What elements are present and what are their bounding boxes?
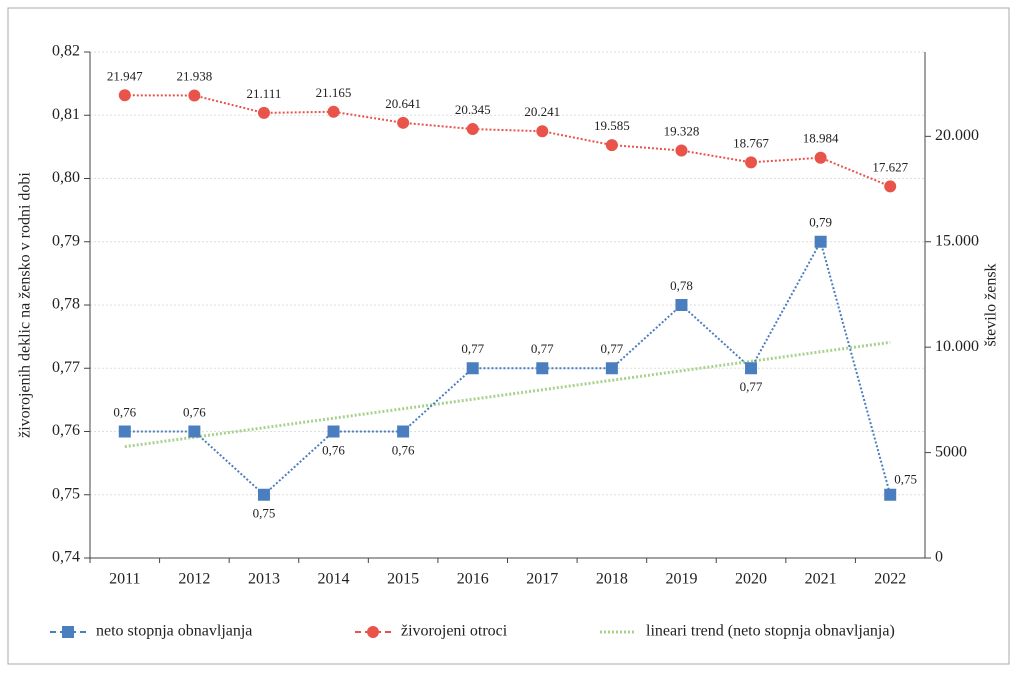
data-label: 19.585	[594, 118, 630, 133]
x-tick-label: 2019	[665, 571, 697, 588]
series-line	[124, 94, 891, 188]
marker	[814, 151, 827, 164]
y-tick-label: 0,82	[52, 43, 80, 60]
marker	[118, 425, 131, 438]
data-label: 0,79	[809, 215, 832, 230]
data-label: 21.938	[177, 68, 213, 83]
marker	[884, 488, 897, 501]
marker	[397, 425, 410, 438]
legend-label: živorojeni otroci	[401, 623, 508, 640]
marker	[745, 156, 758, 169]
data-label: 21.947	[107, 68, 143, 83]
marker	[188, 89, 201, 102]
data-label: 0,75	[253, 506, 276, 521]
data-label: 19.328	[664, 123, 700, 138]
x-tick-label: 2020	[735, 571, 767, 588]
y2-axis-label: število žensk	[983, 263, 1000, 346]
data-label: 21.165	[316, 85, 352, 100]
y-tick-label: 0,75	[52, 485, 80, 502]
x-tick-label: 2013	[248, 571, 280, 588]
marker	[257, 488, 270, 501]
marker	[327, 425, 340, 438]
marker	[884, 180, 897, 193]
y-tick-label: 0,78	[52, 296, 80, 313]
marker	[327, 105, 340, 118]
x-tick-label: 2021	[805, 571, 837, 588]
data-label: 20.641	[385, 96, 421, 111]
data-label: 0,77	[740, 379, 763, 394]
data-label: 20.241	[524, 104, 560, 119]
data-label: 21.111	[247, 86, 282, 101]
marker	[814, 235, 827, 248]
frame	[7, 7, 1010, 665]
legend-marker	[367, 626, 379, 638]
data-label: 0,75	[894, 472, 917, 487]
data-label: 0,76	[392, 442, 415, 457]
data-label: 20.345	[455, 102, 491, 117]
data-label: 0,78	[670, 278, 693, 293]
marker	[605, 362, 618, 375]
y-tick-label: 0,80	[52, 169, 80, 186]
legend-marker	[62, 626, 74, 638]
y-tick-label: 0,76	[52, 422, 80, 439]
y2-tick-label: 5000	[935, 443, 967, 460]
y2-tick-label: 10.000	[935, 338, 979, 355]
x-tick-label: 2017	[526, 571, 558, 588]
marker	[675, 299, 688, 311]
data-label: 0,77	[461, 341, 484, 356]
x-tick-label: 2015	[387, 571, 419, 588]
y-tick-label: 0,79	[52, 232, 80, 249]
trend-line	[124, 340, 891, 449]
data-label: 18.767	[733, 135, 769, 150]
y-tick-label: 0,81	[52, 106, 80, 123]
y2-tick-label: 15.000	[935, 232, 979, 249]
marker	[745, 362, 758, 375]
legend-label: neto stopnja obnavljanja	[96, 623, 252, 640]
data-label: 17.627	[872, 159, 908, 174]
x-tick-label: 2018	[596, 571, 628, 588]
x-tick-label: 2022	[874, 571, 906, 588]
y2-tick-label: 20.000	[935, 127, 979, 144]
x-tick-label: 2014	[318, 571, 350, 588]
data-label: 0,76	[322, 442, 345, 457]
marker	[397, 116, 410, 129]
series-line	[124, 239, 892, 497]
data-label: 18.984	[803, 131, 839, 146]
x-tick-label: 2012	[178, 571, 210, 588]
y-tick-label: 0,74	[52, 549, 80, 566]
data-label: 0,77	[531, 341, 554, 356]
data-label: 0,77	[601, 341, 624, 356]
x-tick-label: 2016	[457, 571, 489, 588]
data-label: 0,76	[183, 404, 206, 419]
marker	[536, 125, 549, 138]
marker	[675, 144, 688, 157]
y-axis-label: živorojenih deklic na žensko v rodni dob…	[17, 172, 34, 438]
marker	[466, 123, 479, 136]
marker	[257, 106, 270, 119]
marker	[118, 89, 131, 102]
marker	[188, 425, 201, 438]
x-tick-label: 2011	[109, 571, 140, 588]
y2-tick-label: 0	[935, 549, 943, 566]
marker	[466, 362, 479, 375]
y-tick-label: 0,77	[52, 359, 80, 376]
legend-label: lineari trend (neto stopnja obnavljanja)	[646, 623, 895, 640]
data-label: 0,76	[113, 404, 136, 419]
marker	[536, 362, 549, 375]
marker	[605, 139, 618, 152]
